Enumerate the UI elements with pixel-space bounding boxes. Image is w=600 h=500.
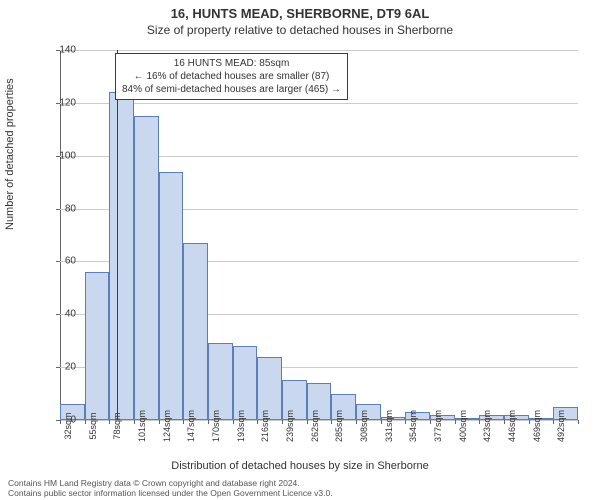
xtick-mark: [504, 420, 505, 424]
xtick-mark: [356, 420, 357, 424]
annotation-line-3: 84% of semi-detached houses are larger (…: [122, 83, 341, 96]
xtick-mark: [183, 420, 184, 424]
ytick-label: 60: [65, 256, 76, 267]
gridline: [60, 103, 578, 104]
footer-line-2: Contains public sector information licen…: [8, 488, 333, 498]
footer-attribution: Contains HM Land Registry data © Crown c…: [8, 478, 333, 498]
histogram-bar: [159, 172, 184, 420]
xtick-label: 55sqm: [88, 412, 98, 439]
xtick-label: 492sqm: [556, 410, 566, 442]
histogram-bar: [134, 116, 159, 420]
xtick-label: 32sqm: [63, 412, 73, 439]
page-title: 16, HUNTS MEAD, SHERBORNE, DT9 6AL: [0, 0, 600, 21]
plot-area: 16 HUNTS MEAD: 85sqm← 16% of detached ho…: [60, 50, 578, 420]
ytick-mark: [56, 314, 60, 315]
xtick-mark: [479, 420, 480, 424]
xtick-label: 78sqm: [112, 412, 122, 439]
page-subtitle: Size of property relative to detached ho…: [0, 21, 600, 37]
xtick-label: 308sqm: [359, 410, 369, 442]
xtick-mark: [455, 420, 456, 424]
xtick-label: 239sqm: [285, 410, 295, 442]
ytick-label: 100: [59, 150, 76, 161]
ytick-label: 120: [59, 97, 76, 108]
xtick-mark: [233, 420, 234, 424]
xtick-mark: [109, 420, 110, 424]
xtick-label: 400sqm: [458, 410, 468, 442]
xtick-label: 147sqm: [186, 410, 196, 442]
ytick-label: 140: [59, 45, 76, 56]
ytick-mark: [56, 367, 60, 368]
xtick-mark: [331, 420, 332, 424]
histogram-bar: [85, 272, 110, 420]
histogram-bar: [183, 243, 208, 420]
chart-container: 16, HUNTS MEAD, SHERBORNE, DT9 6AL Size …: [0, 0, 600, 500]
xtick-mark: [159, 420, 160, 424]
ytick-label: 20: [65, 362, 76, 373]
ytick-label: 40: [65, 309, 76, 320]
xtick-label: 285sqm: [334, 410, 344, 442]
xtick-mark: [553, 420, 554, 424]
gridline: [60, 50, 578, 51]
x-axis-label: Distribution of detached houses by size …: [0, 460, 600, 472]
xtick-label: 446sqm: [507, 410, 517, 442]
xtick-mark: [529, 420, 530, 424]
xtick-label: 216sqm: [260, 410, 270, 442]
xtick-mark: [85, 420, 86, 424]
histogram-bar: [233, 346, 258, 420]
xtick-label: 101sqm: [137, 410, 147, 442]
xtick-mark: [208, 420, 209, 424]
xtick-label: 331sqm: [384, 410, 394, 442]
histogram-bar: [109, 92, 134, 420]
xtick-label: 423sqm: [482, 410, 492, 442]
xtick-label: 170sqm: [211, 410, 221, 442]
xtick-mark: [282, 420, 283, 424]
xtick-mark: [60, 420, 61, 424]
xtick-mark: [134, 420, 135, 424]
annotation-box: 16 HUNTS MEAD: 85sqm← 16% of detached ho…: [115, 53, 348, 100]
annotation-line-1: 16 HUNTS MEAD: 85sqm: [122, 57, 341, 70]
xtick-mark: [257, 420, 258, 424]
annotation-line-2: ← 16% of detached houses are smaller (87…: [122, 70, 341, 83]
xtick-mark: [430, 420, 431, 424]
xtick-label: 354sqm: [408, 410, 418, 442]
histogram-bar: [208, 343, 233, 420]
xtick-label: 262sqm: [310, 410, 320, 442]
xtick-label: 124sqm: [162, 410, 172, 442]
xtick-mark: [578, 420, 579, 424]
xtick-label: 377sqm: [433, 410, 443, 442]
marker-line: [117, 50, 118, 420]
ytick-mark: [56, 261, 60, 262]
ytick-label: 80: [65, 203, 76, 214]
ytick-mark: [56, 209, 60, 210]
xtick-label: 469sqm: [532, 410, 542, 442]
y-axis-label: Number of detached properties: [4, 78, 16, 230]
xtick-label: 193sqm: [236, 410, 246, 442]
xtick-mark: [405, 420, 406, 424]
xtick-mark: [381, 420, 382, 424]
footer-line-1: Contains HM Land Registry data © Crown c…: [8, 478, 333, 488]
xtick-mark: [307, 420, 308, 424]
